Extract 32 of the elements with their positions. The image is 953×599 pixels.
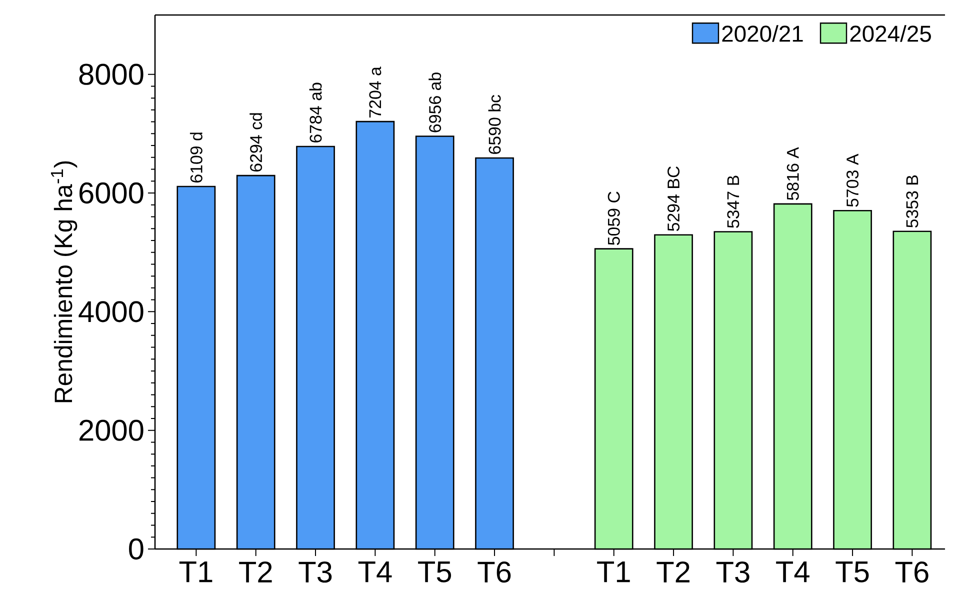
data-label: 6956 ab [428, 72, 442, 132]
x-tick-label: T2 [239, 562, 272, 582]
data-label: 5347 B [727, 176, 740, 228]
data-label: 5294 BC [668, 166, 680, 232]
data-label: 6590 bc [488, 95, 501, 154]
data-label: 5353 B [906, 175, 918, 228]
x-tick-label: T1 [179, 562, 212, 582]
x-tick-label: T6 [478, 562, 511, 583]
x-tick-label: T4 [776, 562, 810, 582]
legend-label: 2024/25 [850, 25, 931, 42]
y-tick-label: 0 [129, 538, 144, 560]
data-label: 5703 A [846, 154, 859, 207]
data-label: 5816 A [786, 147, 799, 200]
x-tick-label: T3 [298, 562, 332, 583]
data-label: 6109 d [190, 132, 202, 182]
y-tick-label: 6000 [80, 182, 144, 204]
legend-label: 2020/21 [722, 25, 803, 42]
x-tick-label: T2 [656, 562, 690, 582]
data-label: 5059 C [608, 192, 620, 245]
data-label: 6294 cd [250, 113, 262, 172]
x-tick-label: T5 [836, 562, 869, 582]
data-label: 6784 ab [309, 82, 322, 142]
x-tick-label: T3 [716, 562, 750, 583]
data-label: 7204 a [369, 66, 382, 118]
y-axis-title: Rendimiento (Kg ha$^{-1}$) [50, 161, 78, 402]
y-tick-label: 8000 [79, 64, 144, 85]
x-tick-label: T5 [418, 562, 452, 582]
x-tick-label: T6 [895, 562, 928, 583]
y-tick-label: 4000 [78, 301, 144, 322]
x-tick-label: T4 [358, 562, 392, 582]
x-tick-label: T1 [597, 562, 630, 582]
y-tick-label: 2000 [79, 420, 144, 441]
